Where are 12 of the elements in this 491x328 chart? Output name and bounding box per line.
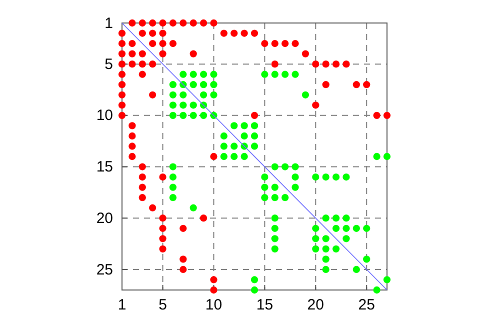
y-tick-label: 20 — [96, 210, 113, 227]
x-tick-label: 25 — [358, 296, 375, 314]
y-tick-label: 15 — [96, 158, 113, 176]
y-tick-label: 10 — [96, 107, 113, 124]
x-tick-label: 1 — [118, 296, 126, 314]
x-tick-label: 15 — [256, 296, 274, 314]
y-tick-label: 5 — [104, 56, 113, 73]
y-tick-label: 1 — [104, 14, 113, 32]
x-tick-label: 10 — [205, 296, 222, 314]
y-tick-label: 25 — [96, 261, 113, 278]
x-tick-label: 5 — [158, 296, 167, 314]
x-tick-label: 20 — [307, 296, 324, 314]
